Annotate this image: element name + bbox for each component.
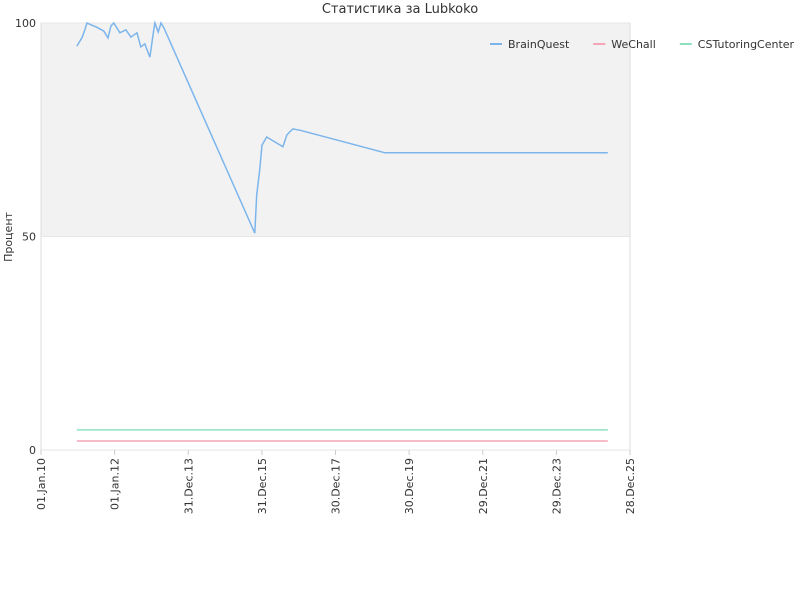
x-tick-label: 01.Jan.12 [109,458,122,510]
series-line [76,20,608,234]
y-axis-label: Процент [2,211,15,261]
legend-label: BrainQuest [508,38,570,51]
legend-label: WeChall [611,38,656,51]
x-tick-label: 01.Jan.10 [35,458,48,510]
x-tick-label: 31.Dec.13 [182,458,195,514]
x-tick-label: 29.Dec.21 [477,458,490,514]
x-tick-label: 28.Dec.25 [624,458,637,514]
y-tick-label: 100 [15,17,36,30]
chart-title: Статистика за Lubkoko [322,2,478,17]
y-tick-label: 50 [22,231,36,244]
x-tick-label: 29.Dec.23 [550,458,563,514]
x-tick-label: 30.Dec.19 [403,458,416,514]
legend-label: CSTutoringCenter [698,38,795,51]
x-tick-label: 30.Dec.17 [330,458,343,514]
x-tick-label: 31.Dec.15 [256,458,269,514]
y-tick-label: 0 [29,444,36,457]
plot-band [41,23,630,237]
